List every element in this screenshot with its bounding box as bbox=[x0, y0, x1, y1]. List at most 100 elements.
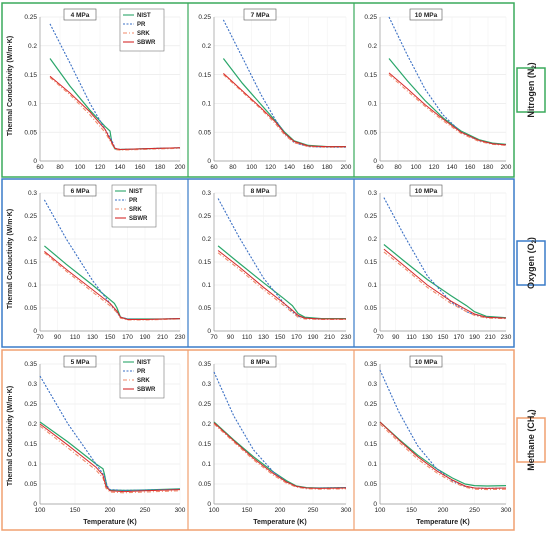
x-tick-label: 200 bbox=[341, 164, 352, 171]
panel-1-1: 0 0.05 0.1 0.15 0.2 0.25 0.3 70 90 110 130 150 170 19… bbox=[198, 184, 352, 341]
gas-label-box bbox=[516, 417, 546, 463]
x-tick-label: 300 bbox=[341, 507, 352, 514]
pressure-label-box bbox=[409, 355, 443, 368]
pressure-label: 6 MPa bbox=[71, 188, 90, 195]
y-tick-label: 0 bbox=[207, 158, 211, 165]
y-tick-label: 0.15 bbox=[198, 441, 211, 448]
y-tick-label: 0.05 bbox=[364, 481, 377, 488]
x-tick-label: 250 bbox=[140, 507, 151, 514]
y-tick-label: 0.1 bbox=[28, 461, 37, 468]
panel-1-0: 0 0.05 0.1 0.15 0.2 0.25 0.3 70 90 110 130 150 170 19… bbox=[24, 184, 186, 341]
x-tick-label: 160 bbox=[135, 164, 146, 171]
x-tick-label: 130 bbox=[258, 334, 269, 341]
gas-close: ) bbox=[526, 237, 536, 240]
x-tick-label: 140 bbox=[447, 164, 458, 171]
pressure-label: 10 MPa bbox=[415, 188, 438, 195]
series-line-srk bbox=[44, 252, 181, 321]
x-tick-label: 100 bbox=[411, 164, 422, 171]
y-tick-label: 0.15 bbox=[24, 72, 37, 79]
x-tick-label: 250 bbox=[469, 507, 480, 514]
y-tick-label: 0.05 bbox=[198, 129, 211, 136]
x-tick-label: 120 bbox=[95, 164, 106, 171]
series-line-sbwr bbox=[49, 75, 181, 151]
pressure-label-box bbox=[409, 184, 443, 197]
series-line-srk bbox=[379, 423, 507, 491]
series-line-nist bbox=[379, 421, 507, 487]
x-tick-label: 140 bbox=[284, 164, 295, 171]
series-line-sbwr bbox=[213, 422, 347, 489]
x-tick-label: 100 bbox=[209, 507, 220, 514]
legend-entry-srk: SRK bbox=[129, 207, 142, 213]
y-tick-label: 0.3 bbox=[28, 190, 37, 197]
x-tick-label: 200 bbox=[175, 164, 186, 171]
y-tick-label: 0 bbox=[33, 328, 37, 335]
x-tick-label: 130 bbox=[87, 334, 98, 341]
x-tick-label: 180 bbox=[155, 164, 166, 171]
series-line-srk bbox=[49, 77, 181, 151]
panel-2-1: 0 0.05 0.1 0.15 0.2 0.25 0.3 0.35 100 150 200 250 30… bbox=[198, 355, 352, 526]
series-line-srk bbox=[217, 252, 346, 321]
x-tick-label: 170 bbox=[122, 334, 133, 341]
series-line-nist bbox=[388, 58, 507, 145]
legend-entry-nist: NIST bbox=[137, 360, 151, 366]
pressure-label-box bbox=[243, 355, 277, 368]
row-frame bbox=[1, 178, 515, 348]
y-tick-label: 0.1 bbox=[28, 101, 37, 108]
x-tick-label: 180 bbox=[483, 164, 494, 171]
y-tick-label: 0.3 bbox=[28, 381, 37, 388]
pressure-label-box bbox=[63, 184, 97, 197]
series-line-pr bbox=[217, 198, 346, 320]
x-tick-label: 160 bbox=[303, 164, 314, 171]
pressure-label: 10 MPa bbox=[415, 359, 438, 366]
y-tick-label: 0.15 bbox=[364, 72, 377, 79]
y-tick-label: 0.05 bbox=[364, 305, 377, 312]
y-tick-label: 0.2 bbox=[368, 421, 377, 428]
y-tick-label: 0.2 bbox=[368, 43, 377, 50]
y-tick-label: 0.1 bbox=[368, 282, 377, 289]
x-tick-label: 230 bbox=[341, 334, 352, 341]
series-line-srk bbox=[383, 251, 507, 320]
y-tick-label: 0.15 bbox=[364, 441, 377, 448]
pressure-label: 10 MPa bbox=[415, 12, 438, 19]
y-tick-label: 0.25 bbox=[364, 213, 377, 220]
y-tick-label: 0.3 bbox=[202, 190, 211, 197]
y-tick-label: 0.2 bbox=[202, 43, 211, 50]
gas-close: ) bbox=[526, 62, 536, 65]
x-tick-label: 160 bbox=[465, 164, 476, 171]
y-tick-label: 0.05 bbox=[24, 129, 37, 136]
panel-1-2: 0 0.05 0.1 0.15 0.2 0.25 0.3 70 90 110 130 150 170 19… bbox=[364, 184, 512, 341]
y-tick-label: 0 bbox=[373, 158, 377, 165]
x-tick-label: 100 bbox=[246, 164, 257, 171]
x-tick-label: 250 bbox=[308, 507, 319, 514]
gas-label: Methane (CH4) bbox=[526, 409, 538, 470]
y-tick-label: 0.1 bbox=[368, 461, 377, 468]
series-line-sbwr bbox=[388, 72, 507, 146]
x-tick-label: 150 bbox=[275, 334, 286, 341]
pressure-label-box bbox=[409, 8, 443, 21]
x-tick-label: 120 bbox=[429, 164, 440, 171]
x-tick-label: 110 bbox=[70, 334, 81, 341]
series-line-pr bbox=[383, 197, 507, 319]
x-axis-label: Temperature (K) bbox=[416, 519, 470, 526]
x-tick-label: 90 bbox=[54, 334, 62, 341]
x-tick-label: 70 bbox=[210, 334, 218, 341]
legend-entry-pr: PR bbox=[137, 369, 146, 375]
x-tick-label: 180 bbox=[322, 164, 333, 171]
y-tick-label: 0.25 bbox=[198, 14, 211, 21]
pressure-label: 8 MPa bbox=[251, 359, 270, 366]
y-tick-label: 0.15 bbox=[364, 259, 377, 266]
series-line-srk bbox=[213, 423, 347, 490]
series-line-pr bbox=[39, 375, 181, 491]
x-tick-label: 200 bbox=[275, 507, 286, 514]
y-tick-label: 0.05 bbox=[364, 129, 377, 136]
x-tick-label: 60 bbox=[36, 164, 44, 171]
x-tick-label: 90 bbox=[392, 334, 400, 341]
row-frame bbox=[1, 2, 515, 178]
gas-subscript: 2 bbox=[532, 65, 538, 69]
y-tick-label: 0 bbox=[207, 328, 211, 335]
y-tick-label: 0 bbox=[373, 328, 377, 335]
gas-label-box bbox=[516, 240, 546, 286]
pressure-label-box bbox=[243, 184, 277, 197]
series-line-pr bbox=[388, 16, 507, 146]
x-tick-label: 170 bbox=[453, 334, 464, 341]
